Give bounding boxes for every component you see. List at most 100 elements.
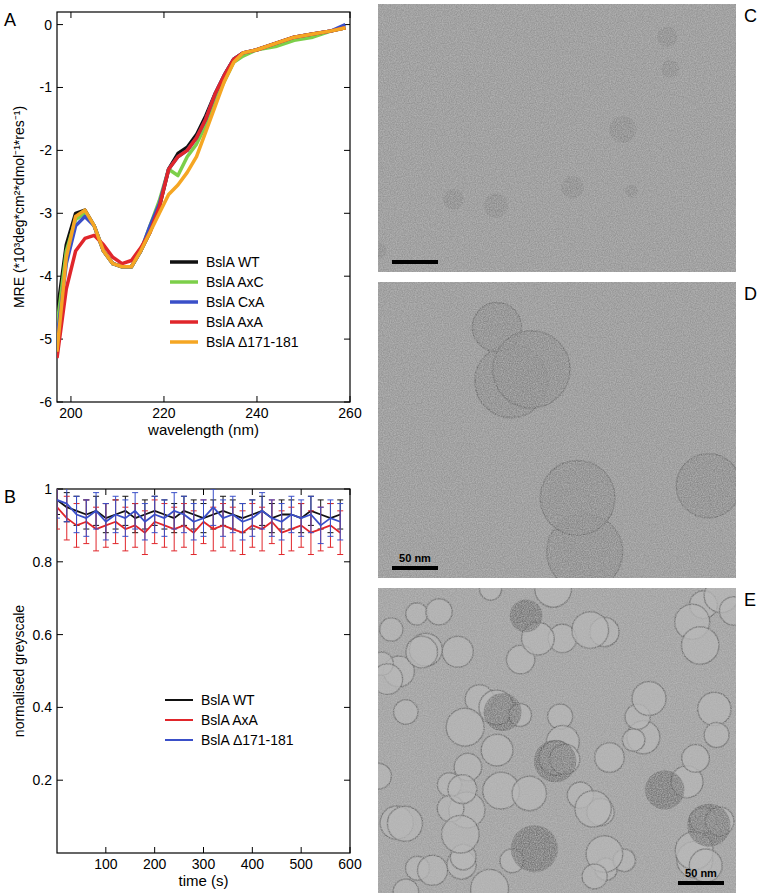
x-tick [350, 847, 351, 853]
y-tick [344, 780, 350, 781]
scale-bar-label: 50 nm [399, 552, 431, 564]
y-tick [57, 87, 63, 88]
micrograph-image [378, 4, 736, 272]
x-tick [256, 12, 257, 18]
scale-bar [392, 260, 438, 264]
y-tick-label: -5 [40, 331, 53, 347]
error-bar [201, 500, 207, 544]
x-tick [203, 847, 204, 853]
y-tick [344, 707, 350, 708]
x-tick [154, 489, 155, 495]
y-tick [57, 402, 63, 403]
legend-label: BslA Δ171-181 [201, 732, 294, 748]
x-tick [252, 489, 253, 495]
y-tick [344, 634, 350, 635]
y-axis-label: normalised greyscale [11, 605, 27, 737]
scale-bar [678, 881, 724, 885]
legend-label: BslA WT [206, 254, 260, 270]
grain [378, 588, 736, 893]
legend: BslA WTBslA AxCBslA CxABslA AxABslA Δ171… [170, 254, 299, 350]
x-tick-label: 200 [59, 405, 83, 421]
y-tick [57, 561, 63, 562]
plot-frame [57, 12, 350, 402]
y-tick [344, 150, 350, 151]
y-tick [344, 402, 350, 403]
y-tick [57, 780, 63, 781]
micrograph: E50 nm [366, 571, 756, 896]
legend-label: BslA AxC [206, 274, 264, 290]
x-tick [256, 396, 257, 402]
y-tick-label: -2 [40, 142, 53, 158]
x-tick-label: 600 [338, 856, 362, 872]
legend-swatch [170, 300, 198, 304]
series-line [57, 28, 345, 358]
y-tick [57, 150, 63, 151]
legend-swatch [170, 260, 198, 264]
panel-label: A [4, 10, 16, 30]
grain [378, 282, 736, 578]
x-tick [203, 489, 204, 495]
x-tick [105, 489, 106, 495]
y-tick [344, 213, 350, 214]
legend-swatch [165, 719, 193, 721]
legend-label: BslA AxA [206, 314, 263, 330]
background [378, 4, 736, 272]
x-axis-label: wavelength (nm) [147, 421, 259, 438]
x-tick-label: 100 [94, 856, 118, 872]
legend-swatch [165, 739, 193, 741]
y-tick-label: -1 [40, 79, 53, 95]
series-line [57, 500, 340, 525]
panel-label: B [4, 487, 16, 507]
x-tick-label: 500 [289, 856, 313, 872]
y-tick [344, 489, 350, 490]
y-tick-label: 0.6 [33, 627, 53, 643]
panel-label: D [744, 284, 757, 304]
x-tick [301, 489, 302, 495]
legend-label: BslA AxA [201, 712, 258, 728]
plot-frame [57, 489, 350, 853]
y-tick-label: 1 [44, 481, 52, 497]
y-tick [57, 24, 63, 25]
x-tick-label: 200 [143, 856, 167, 872]
y-tick [57, 489, 63, 490]
x-tick [105, 847, 106, 853]
legend: BslA WT BslA AxA BslA Δ171-181 [165, 692, 294, 748]
panel-0: 200220240260-6-5-4-3-2-10wavelength (nm)… [4, 10, 362, 438]
legend-swatch [165, 699, 193, 701]
y-tick-label: 0.4 [33, 699, 53, 715]
y-tick [57, 707, 63, 708]
y-tick-label: -3 [40, 205, 53, 221]
y-tick-label: -6 [40, 394, 53, 410]
grain [378, 4, 736, 272]
series-line [57, 28, 345, 314]
legend-label: BslA WT [201, 692, 255, 708]
x-axis-label: time (s) [179, 872, 229, 889]
background [378, 282, 736, 578]
panel-label: C [744, 6, 757, 26]
legend-label: BslA CxA [206, 294, 265, 310]
y-tick [344, 276, 350, 277]
x-tick [252, 847, 253, 853]
y-tick [344, 339, 350, 340]
x-tick-label: 240 [245, 405, 269, 421]
micrograph: D 50 nm [378, 282, 757, 590]
y-tick [57, 634, 63, 635]
y-tick [57, 213, 63, 214]
error-bar [57, 489, 60, 518]
x-tick [350, 396, 351, 402]
series-line [57, 28, 345, 352]
x-tick [163, 396, 164, 402]
background [378, 588, 736, 893]
x-tick-label: 220 [152, 405, 176, 421]
legend-swatch [170, 320, 198, 324]
y-tick-label: -4 [40, 268, 53, 284]
x-tick-label: 260 [338, 405, 362, 421]
x-tick-label: 300 [192, 856, 216, 872]
y-axis-label: MRE (*10³deg*cm²*dmol⁻¹*res⁻¹) [11, 106, 27, 308]
legend-swatch [170, 340, 198, 344]
y-tick-label: 0.2 [33, 772, 53, 788]
scale-bar-label: 50 nm [685, 867, 717, 879]
x-tick [163, 12, 164, 18]
micrograph-image [378, 588, 736, 893]
scale-bar [392, 566, 438, 570]
